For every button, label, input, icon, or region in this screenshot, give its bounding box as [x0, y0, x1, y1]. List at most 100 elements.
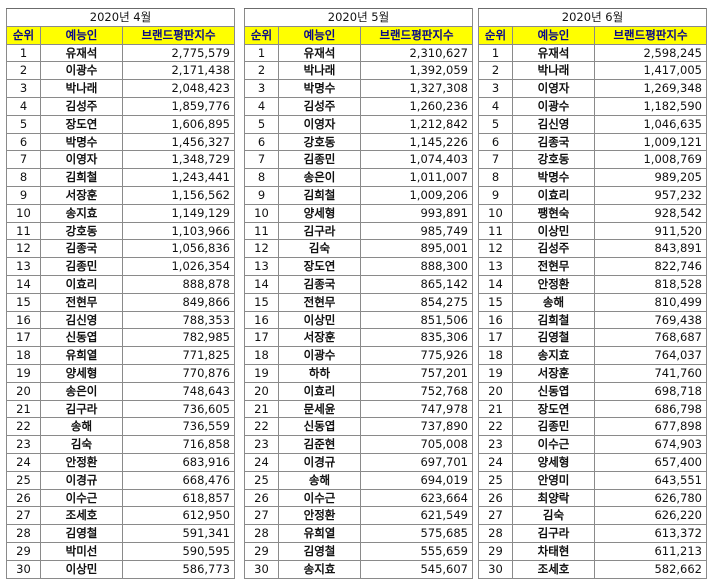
rank-cell: 24	[244, 452, 279, 472]
score-cell: 849,866	[122, 292, 235, 312]
table-row: 20 신동엽 698,718	[478, 381, 707, 401]
score-cell: 1,009,121	[594, 132, 707, 152]
table-row: 5 이영자 1,212,842	[244, 114, 473, 134]
month-table-april: 2020년 4월 순위 예능인 브랜드평판지수 1 유재석 2,775,579 2 이광수 2,1…	[6, 8, 235, 579]
name-cell: 이경규	[40, 470, 123, 490]
score-cell: 835,306	[360, 328, 473, 348]
rank-cell: 28	[478, 524, 513, 543]
table-row: 1 유재석 2,598,245	[478, 43, 707, 63]
month-table-june: 2020년 6월 순위 예능인 브랜드평판지수 1 유재석 2,598,245 2 박나래 1,4…	[478, 8, 707, 579]
table-row: 30 조세호 582,662	[478, 559, 707, 579]
table-row: 10 팽현숙 928,542	[478, 203, 707, 223]
score-header: 브랜드평판지수	[594, 25, 707, 45]
score-cell: 621,549	[360, 506, 473, 526]
table-row: 17 신동엽 782,985	[6, 328, 235, 348]
ranking-table: 2020년 4월 순위 예능인 브랜드평판지수 1 유재석 2,775,579 2 이광수 2,1…	[6, 8, 235, 579]
name-cell: 신동엽	[40, 328, 123, 348]
table-row: 11 강호동 1,103,966	[6, 221, 235, 241]
table-row: 7 이영자 1,348,729	[6, 150, 235, 170]
name-cell: 송지효	[40, 203, 123, 223]
name-cell: 서장훈	[40, 185, 123, 205]
table-row: 20 이효리 752,768	[244, 381, 473, 401]
table-row: 1 유재석 2,310,627	[244, 43, 473, 63]
name-cell: 이상민	[40, 559, 123, 579]
score-cell: 736,559	[122, 417, 235, 437]
table-row: 22 김종민 677,898	[478, 417, 707, 437]
name-cell: 김종민	[278, 150, 361, 170]
table-row: 2 이광수 2,171,438	[6, 61, 235, 81]
rank-cell: 2	[478, 61, 513, 81]
name-cell: 이효리	[40, 274, 123, 294]
rank-cell: 6	[478, 132, 513, 152]
rank-cell: 17	[6, 328, 41, 348]
rank-cell: 24	[6, 452, 41, 472]
table-row: 18 송지효 764,037	[478, 346, 707, 365]
table-row: 24 이경규 697,701	[244, 452, 473, 472]
rank-cell: 4	[6, 96, 41, 116]
score-cell: 623,664	[360, 488, 473, 508]
score-cell: 668,476	[122, 470, 235, 490]
score-cell: 1,145,226	[360, 132, 473, 152]
rank-cell: 30	[6, 559, 41, 579]
table-row: 30 이상민 586,773	[6, 559, 235, 579]
name-cell: 박나래	[40, 79, 123, 98]
rank-cell: 15	[478, 292, 513, 312]
table-row: 28 유희열 575,685	[244, 524, 473, 543]
name-cell: 유희열	[40, 346, 123, 365]
score-cell: 674,903	[594, 435, 707, 454]
score-cell: 764,037	[594, 346, 707, 365]
name-cell: 서장훈	[512, 363, 595, 383]
table-row: 11 김구라 985,749	[244, 221, 473, 241]
table-row: 27 안정환 621,549	[244, 506, 473, 526]
name-cell: 송해	[40, 417, 123, 437]
rank-cell: 14	[244, 274, 279, 294]
score-cell: 643,551	[594, 470, 707, 490]
score-cell: 1,046,635	[594, 114, 707, 134]
rank-cell: 4	[478, 96, 513, 116]
name-cell: 박미선	[40, 541, 123, 561]
name-cell: 안정환	[278, 506, 361, 526]
rank-cell: 5	[6, 114, 41, 134]
rank-cell: 27	[478, 506, 513, 526]
rank-cell: 12	[244, 239, 279, 259]
name-cell: 김종국	[40, 239, 123, 259]
table-row: 7 김종민 1,074,403	[244, 150, 473, 170]
name-cell: 조세호	[512, 559, 595, 579]
score-cell: 2,048,423	[122, 79, 235, 98]
score-cell: 626,780	[594, 488, 707, 508]
score-cell: 1,156,562	[122, 185, 235, 205]
score-cell: 1,243,441	[122, 168, 235, 187]
score-cell: 2,310,627	[360, 43, 473, 63]
score-cell: 694,019	[360, 470, 473, 490]
rank-cell: 14	[6, 274, 41, 294]
score-cell: 888,300	[360, 257, 473, 276]
table-row: 25 이경규 668,476	[6, 470, 235, 490]
score-cell: 1,149,129	[122, 203, 235, 223]
name-cell: 김희철	[278, 185, 361, 205]
name-cell: 이경규	[278, 452, 361, 472]
rank-cell: 15	[6, 292, 41, 312]
rank-cell: 11	[478, 221, 513, 241]
rank-header: 순위	[6, 25, 41, 45]
score-cell: 1,011,007	[360, 168, 473, 187]
score-cell: 555,659	[360, 541, 473, 561]
score-cell: 698,718	[594, 381, 707, 401]
name-cell: 신동엽	[512, 381, 595, 401]
score-header: 브랜드평판지수	[122, 25, 235, 45]
month-title: 2020년 6월	[478, 8, 707, 27]
rank-cell: 2	[6, 61, 41, 81]
name-cell: 김준현	[278, 435, 361, 454]
score-cell: 697,701	[360, 452, 473, 472]
rank-cell: 26	[478, 488, 513, 508]
table-row: 15 전현무 849,866	[6, 292, 235, 312]
table-row: 9 이효리 957,232	[478, 185, 707, 205]
name-cell: 송지효	[512, 346, 595, 365]
name-cell: 문세윤	[278, 399, 361, 419]
name-cell: 김종민	[40, 257, 123, 276]
table-row: 13 김종민 1,026,354	[6, 257, 235, 276]
table-row: 23 김숙 716,858	[6, 435, 235, 454]
table-row: 2 박나래 1,417,005	[478, 61, 707, 81]
score-cell: 747,978	[360, 399, 473, 419]
rank-cell: 20	[244, 381, 279, 401]
